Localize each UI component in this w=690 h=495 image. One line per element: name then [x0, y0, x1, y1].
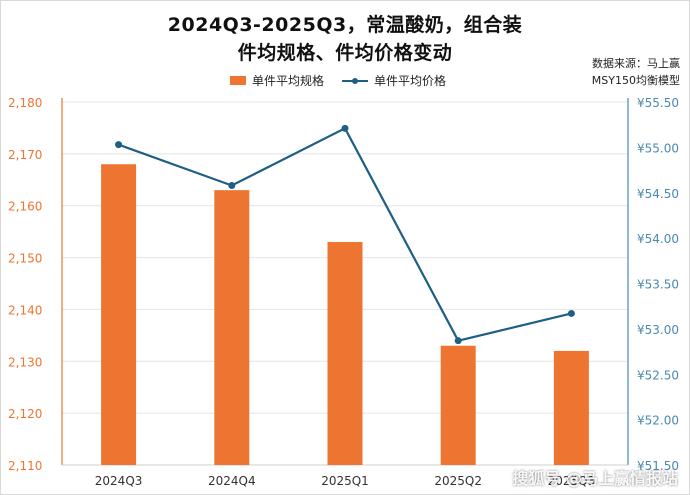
price-point-2025Q3	[567, 309, 575, 317]
y-right-tick-label: ¥55.00	[637, 141, 679, 155]
y-left-tick-label: 2,160	[8, 200, 42, 214]
y-left-tick-label: 2,180	[8, 96, 42, 110]
bar-2024Q3	[101, 164, 137, 465]
y-left-tick-label: 2,140	[8, 303, 42, 317]
y-left-tick-label: 2,110	[8, 459, 42, 473]
y-right-tick-label: ¥51.50	[637, 459, 679, 473]
price-point-2025Q2	[454, 337, 462, 345]
x-tick-label: 2025Q3	[548, 474, 596, 488]
x-tick-label: 2025Q1	[321, 474, 369, 488]
watermark-text: 搜狐号 @马上赢情报站	[512, 469, 678, 488]
legend-bar-label: 单件平均规格	[252, 74, 325, 88]
chart-title-line1: 2024Q3-2025Q3，常温酸奶，组合装	[167, 14, 523, 36]
y-right-tick-label: ¥54.00	[637, 232, 679, 246]
legend-bar-swatch	[230, 76, 246, 85]
source-line-1: 数据来源：马上赢	[592, 57, 680, 70]
legend-item-line: 单件平均价格	[342, 72, 446, 89]
y-left-tick-label: 2,150	[8, 252, 42, 266]
price-point-2025Q1	[341, 124, 349, 132]
source-line-2: MSY150均衡模型	[591, 74, 680, 87]
y-right-tick-label: ¥55.50	[637, 96, 679, 110]
y-left-tick-label: 2,120	[8, 407, 42, 421]
bar-2024Q4	[214, 190, 250, 465]
legend-line-label: 单件平均价格	[374, 74, 447, 88]
price-point-2024Q3	[115, 141, 123, 149]
price-point-2024Q4	[228, 181, 236, 189]
y-right-tick-label: ¥54.50	[637, 187, 679, 201]
data-source-note: 数据来源：马上赢 MSY150均衡模型	[592, 55, 680, 89]
x-tick-label: 2025Q2	[434, 474, 482, 488]
legend-line-swatch	[342, 76, 369, 86]
y-right-tick-label: ¥52.50	[637, 368, 679, 382]
legend-item-bar: 单件平均规格	[230, 72, 324, 89]
bar-2025Q3	[553, 350, 589, 465]
y-right-tick-label: ¥53.00	[637, 323, 679, 337]
chart-title-line2: 件均规格、件均价格变动	[237, 42, 453, 64]
y-right-tick-label: ¥52.00	[637, 414, 679, 428]
y-left-tick-label: 2,130	[8, 355, 42, 369]
x-tick-label: 2024Q4	[208, 474, 256, 488]
x-tick-label: 2024Q3	[95, 474, 143, 488]
bar-2025Q2	[440, 345, 476, 465]
bar-2025Q1	[327, 242, 363, 465]
y-left-tick-label: 2,170	[8, 148, 42, 162]
y-right-tick-label: ¥53.50	[637, 278, 679, 292]
chart-legend: 单件平均规格 单件平均价格	[230, 72, 464, 89]
